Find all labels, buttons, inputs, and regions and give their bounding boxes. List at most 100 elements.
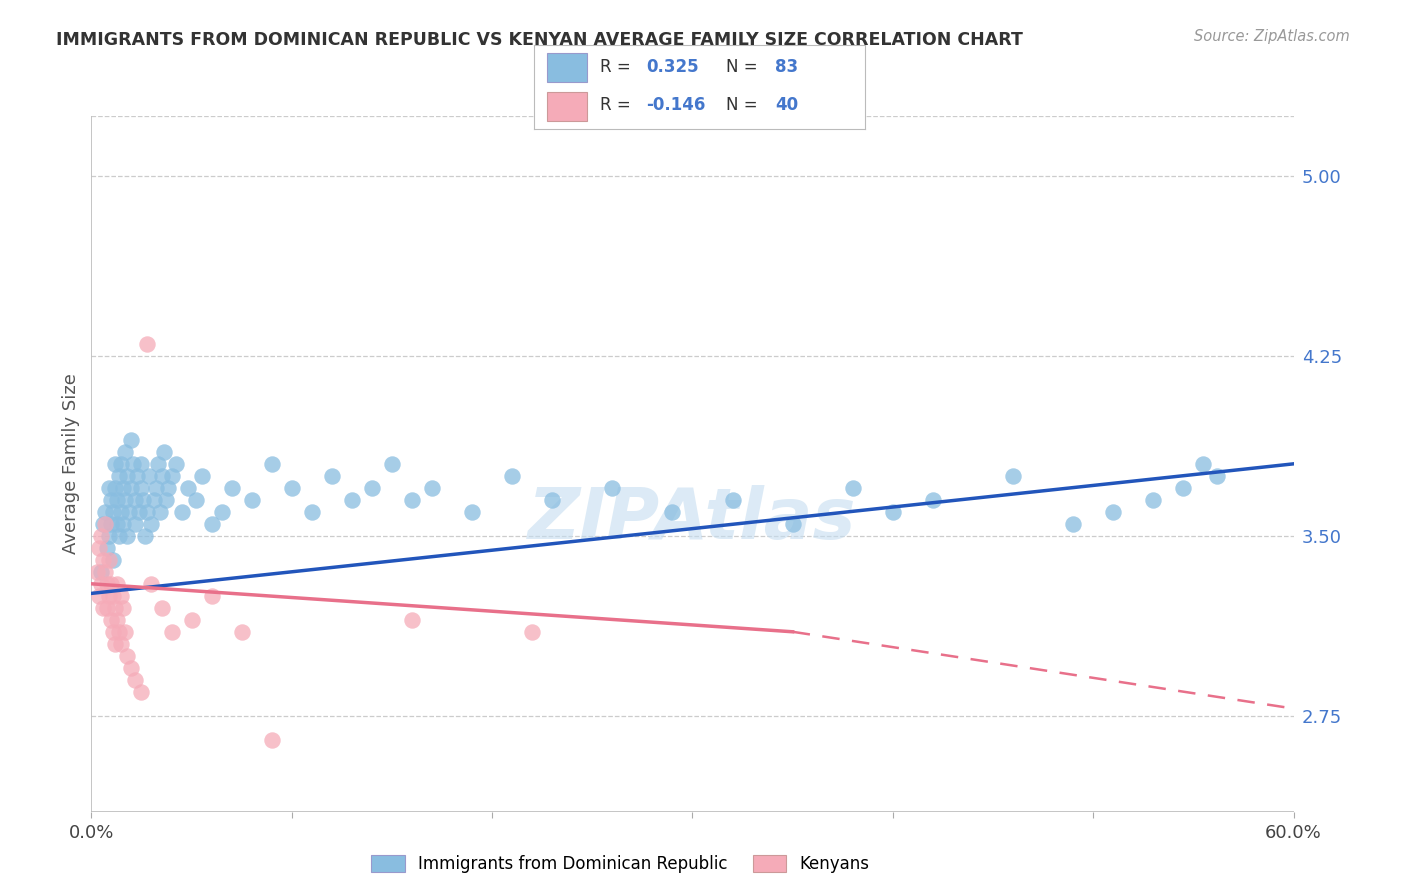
Point [104, 600, 127, 615]
Point [124, 673, 146, 687]
Point [98, 529, 121, 543]
Point [522, 624, 544, 639]
Point [127, 468, 149, 483]
Point [110, 457, 132, 471]
Point [155, 492, 177, 507]
Point [156, 481, 179, 495]
Point [124, 492, 146, 507]
Legend: Immigrants from Dominican Republic, Kenyans: Immigrants from Dominican Republic, Keny… [364, 848, 876, 880]
Point [150, 600, 173, 615]
Point [107, 613, 129, 627]
Point [138, 468, 160, 483]
Point [260, 457, 283, 471]
Point [922, 492, 945, 507]
Point [90, 565, 112, 579]
Point [240, 492, 263, 507]
Point [165, 457, 187, 471]
Point [160, 624, 183, 639]
Point [131, 481, 153, 495]
Point [104, 637, 127, 651]
Point [104, 457, 127, 471]
Point [93, 553, 115, 567]
Point [184, 492, 207, 507]
Point [121, 433, 143, 447]
Point [104, 481, 127, 495]
Point [170, 505, 193, 519]
Text: ZIPAtlas: ZIPAtlas [529, 485, 856, 554]
Point [211, 505, 233, 519]
Text: -0.146: -0.146 [647, 96, 706, 114]
Point [501, 468, 523, 483]
Point [100, 576, 122, 591]
Point [86, 565, 108, 579]
Point [401, 492, 423, 507]
Point [420, 481, 443, 495]
Point [122, 457, 145, 471]
Point [146, 457, 169, 471]
Point [882, 505, 904, 519]
Point [132, 492, 155, 507]
Point [180, 613, 202, 627]
Point [131, 457, 153, 471]
Point [114, 624, 136, 639]
Point [103, 624, 125, 639]
Point [221, 481, 243, 495]
Point [541, 492, 564, 507]
Point [108, 529, 131, 543]
Point [141, 576, 163, 591]
Point [112, 516, 135, 531]
Point [661, 505, 683, 519]
Y-axis label: Average Family Size: Average Family Size [62, 374, 80, 554]
Text: IMMIGRANTS FROM DOMINICAN REPUBLIC VS KENYAN AVERAGE FAMILY SIZE CORRELATION CHA: IMMIGRANTS FROM DOMINICAN REPUBLIC VS KE… [56, 31, 1024, 49]
Point [201, 589, 224, 603]
Point [145, 481, 167, 495]
Point [360, 481, 382, 495]
Point [121, 481, 143, 495]
Point [602, 481, 624, 495]
Point [118, 505, 141, 519]
Point [1173, 481, 1195, 495]
Point [98, 481, 121, 495]
Point [1142, 492, 1164, 507]
Point [401, 613, 423, 627]
Point [141, 516, 163, 531]
Text: N =: N = [725, 96, 758, 114]
Point [100, 516, 122, 531]
Point [128, 505, 150, 519]
Point [1192, 457, 1215, 471]
Point [89, 589, 111, 603]
Point [96, 600, 118, 615]
Point [94, 516, 117, 531]
Text: 83: 83 [776, 58, 799, 76]
Point [107, 492, 129, 507]
Point [134, 529, 156, 543]
Point [150, 468, 173, 483]
Point [1062, 516, 1084, 531]
FancyBboxPatch shape [547, 54, 588, 82]
Point [112, 481, 135, 495]
Point [90, 529, 112, 543]
Point [340, 492, 363, 507]
Point [1001, 468, 1024, 483]
Point [103, 589, 125, 603]
Point [112, 600, 135, 615]
Point [98, 589, 121, 603]
Point [110, 637, 132, 651]
Text: R =: R = [600, 58, 631, 76]
Text: 40: 40 [776, 96, 799, 114]
Point [93, 516, 115, 531]
Point [94, 505, 117, 519]
Text: Source: ZipAtlas.com: Source: ZipAtlas.com [1194, 29, 1350, 44]
Point [89, 541, 111, 555]
Point [231, 624, 253, 639]
Point [131, 685, 153, 699]
Point [1206, 468, 1229, 483]
Point [190, 468, 212, 483]
Point [117, 529, 139, 543]
Point [260, 732, 283, 747]
Point [117, 648, 139, 663]
Point [152, 445, 174, 459]
Point [108, 624, 131, 639]
Point [321, 468, 343, 483]
Point [136, 505, 159, 519]
